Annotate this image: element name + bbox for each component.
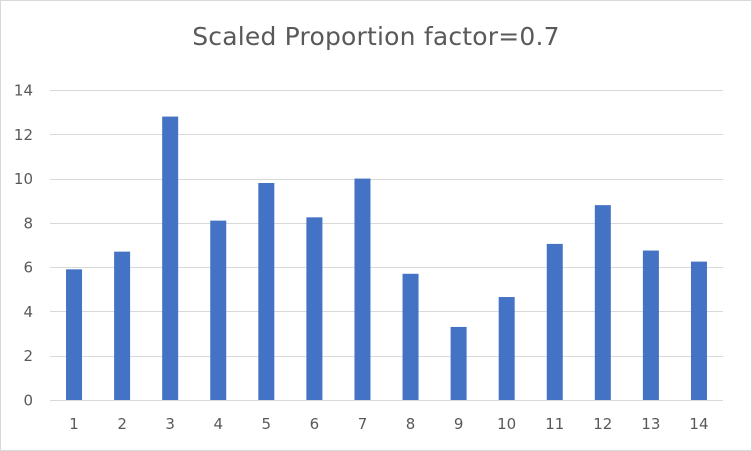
- bars: [66, 116, 707, 401]
- bar-7: [354, 178, 371, 400]
- x-axis-ticks: 1 2 3 4 5 6 7 8 9 10 11 12 13 14: [69, 415, 708, 433]
- bar-3: [162, 116, 179, 401]
- x-tick-label: 7: [358, 415, 368, 433]
- bar-2: [114, 251, 131, 400]
- x-tick-label: 12: [593, 415, 612, 433]
- x-tick-label: 10: [497, 415, 516, 433]
- x-tick-label: 9: [454, 415, 464, 433]
- bar-11: [546, 243, 563, 400]
- x-tick-label: 4: [213, 415, 223, 433]
- y-tick-label: 8: [23, 214, 33, 232]
- x-tick-label: 2: [117, 415, 127, 433]
- y-tick-label: 10: [14, 170, 33, 188]
- bar-13: [642, 250, 659, 400]
- bar-1: [66, 269, 83, 400]
- y-tick-label: 4: [23, 303, 33, 321]
- bar-10: [498, 297, 515, 400]
- x-tick-label: 8: [406, 415, 416, 433]
- bar-12: [594, 205, 611, 400]
- x-tick-label: 1: [69, 415, 79, 433]
- x-tick-label: 6: [310, 415, 320, 433]
- chart-title: Scaled Proportion factor=0.7: [192, 22, 560, 51]
- bar-9: [450, 326, 467, 400]
- bar-8: [402, 273, 419, 400]
- x-tick-label: 5: [262, 415, 272, 433]
- y-tick-label: 14: [14, 82, 33, 100]
- y-axis-ticks: 0 2 4 6 8 10 12 14: [14, 82, 33, 410]
- x-tick-label: 13: [641, 415, 660, 433]
- bar-5: [258, 183, 275, 400]
- y-tick-label: 12: [14, 126, 33, 144]
- y-tick-label: 2: [23, 347, 33, 365]
- x-tick-label: 11: [545, 415, 564, 433]
- x-tick-label: 14: [689, 415, 708, 433]
- bar-14: [690, 261, 707, 400]
- y-tick-label: 0: [23, 392, 33, 410]
- bar-4: [210, 220, 227, 400]
- bar-6: [306, 217, 323, 400]
- y-tick-label: 6: [23, 259, 33, 277]
- gridlines: [50, 90, 723, 401]
- x-tick-label: 3: [165, 415, 175, 433]
